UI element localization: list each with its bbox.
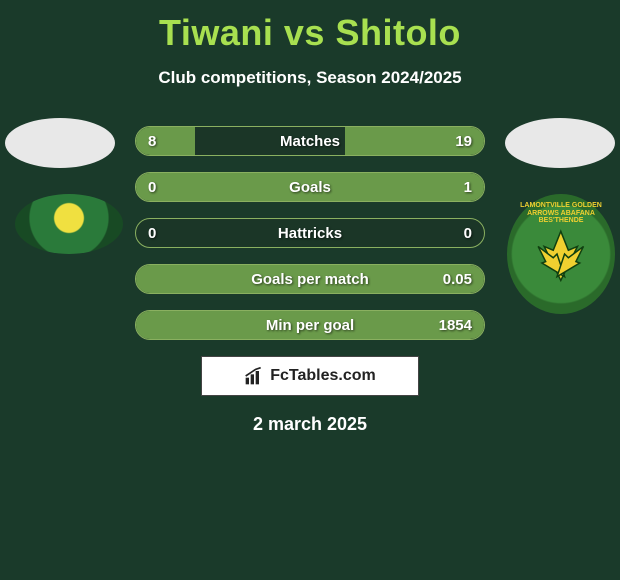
stat-label: Min per goal [136,311,484,339]
club-left-badge [15,194,123,254]
player-right-avatar [505,118,615,168]
stat-label: Hattricks [136,219,484,247]
player-left-avatar [5,118,115,168]
chart-icon [244,366,264,386]
stat-label: Goals [136,173,484,201]
stat-label: Goals per match [136,265,484,293]
stat-bars: 819Matches 01Goals 00Hattricks 0.05Goals pe… [135,126,485,340]
footer-date: 2 march 2025 [0,414,620,435]
club-right-badge: LAMONTVILLE GOLDEN ARROWS ABAFANA BES'TH… [507,194,615,314]
brand-label: FcTables.com [270,367,376,385]
stat-row: 1854Min per goal [135,310,485,340]
stat-row: 0.05Goals per match [135,264,485,294]
stat-row: 01Goals [135,172,485,202]
club-right-badge-text: LAMONTVILLE GOLDEN ARROWS ABAFANA BES'TH… [507,202,615,225]
stat-row: 00Hattricks [135,218,485,248]
page-subtitle: Club competitions, Season 2024/2025 [0,68,620,88]
comparison-panel: LAMONTVILLE GOLDEN ARROWS ABAFANA BES'TH… [0,126,620,435]
stat-label: Matches [136,127,484,155]
brand-badge[interactable]: FcTables.com [201,356,419,396]
page-title: Tiwani vs Shitolo [0,0,620,54]
stat-row: 819Matches [135,126,485,156]
